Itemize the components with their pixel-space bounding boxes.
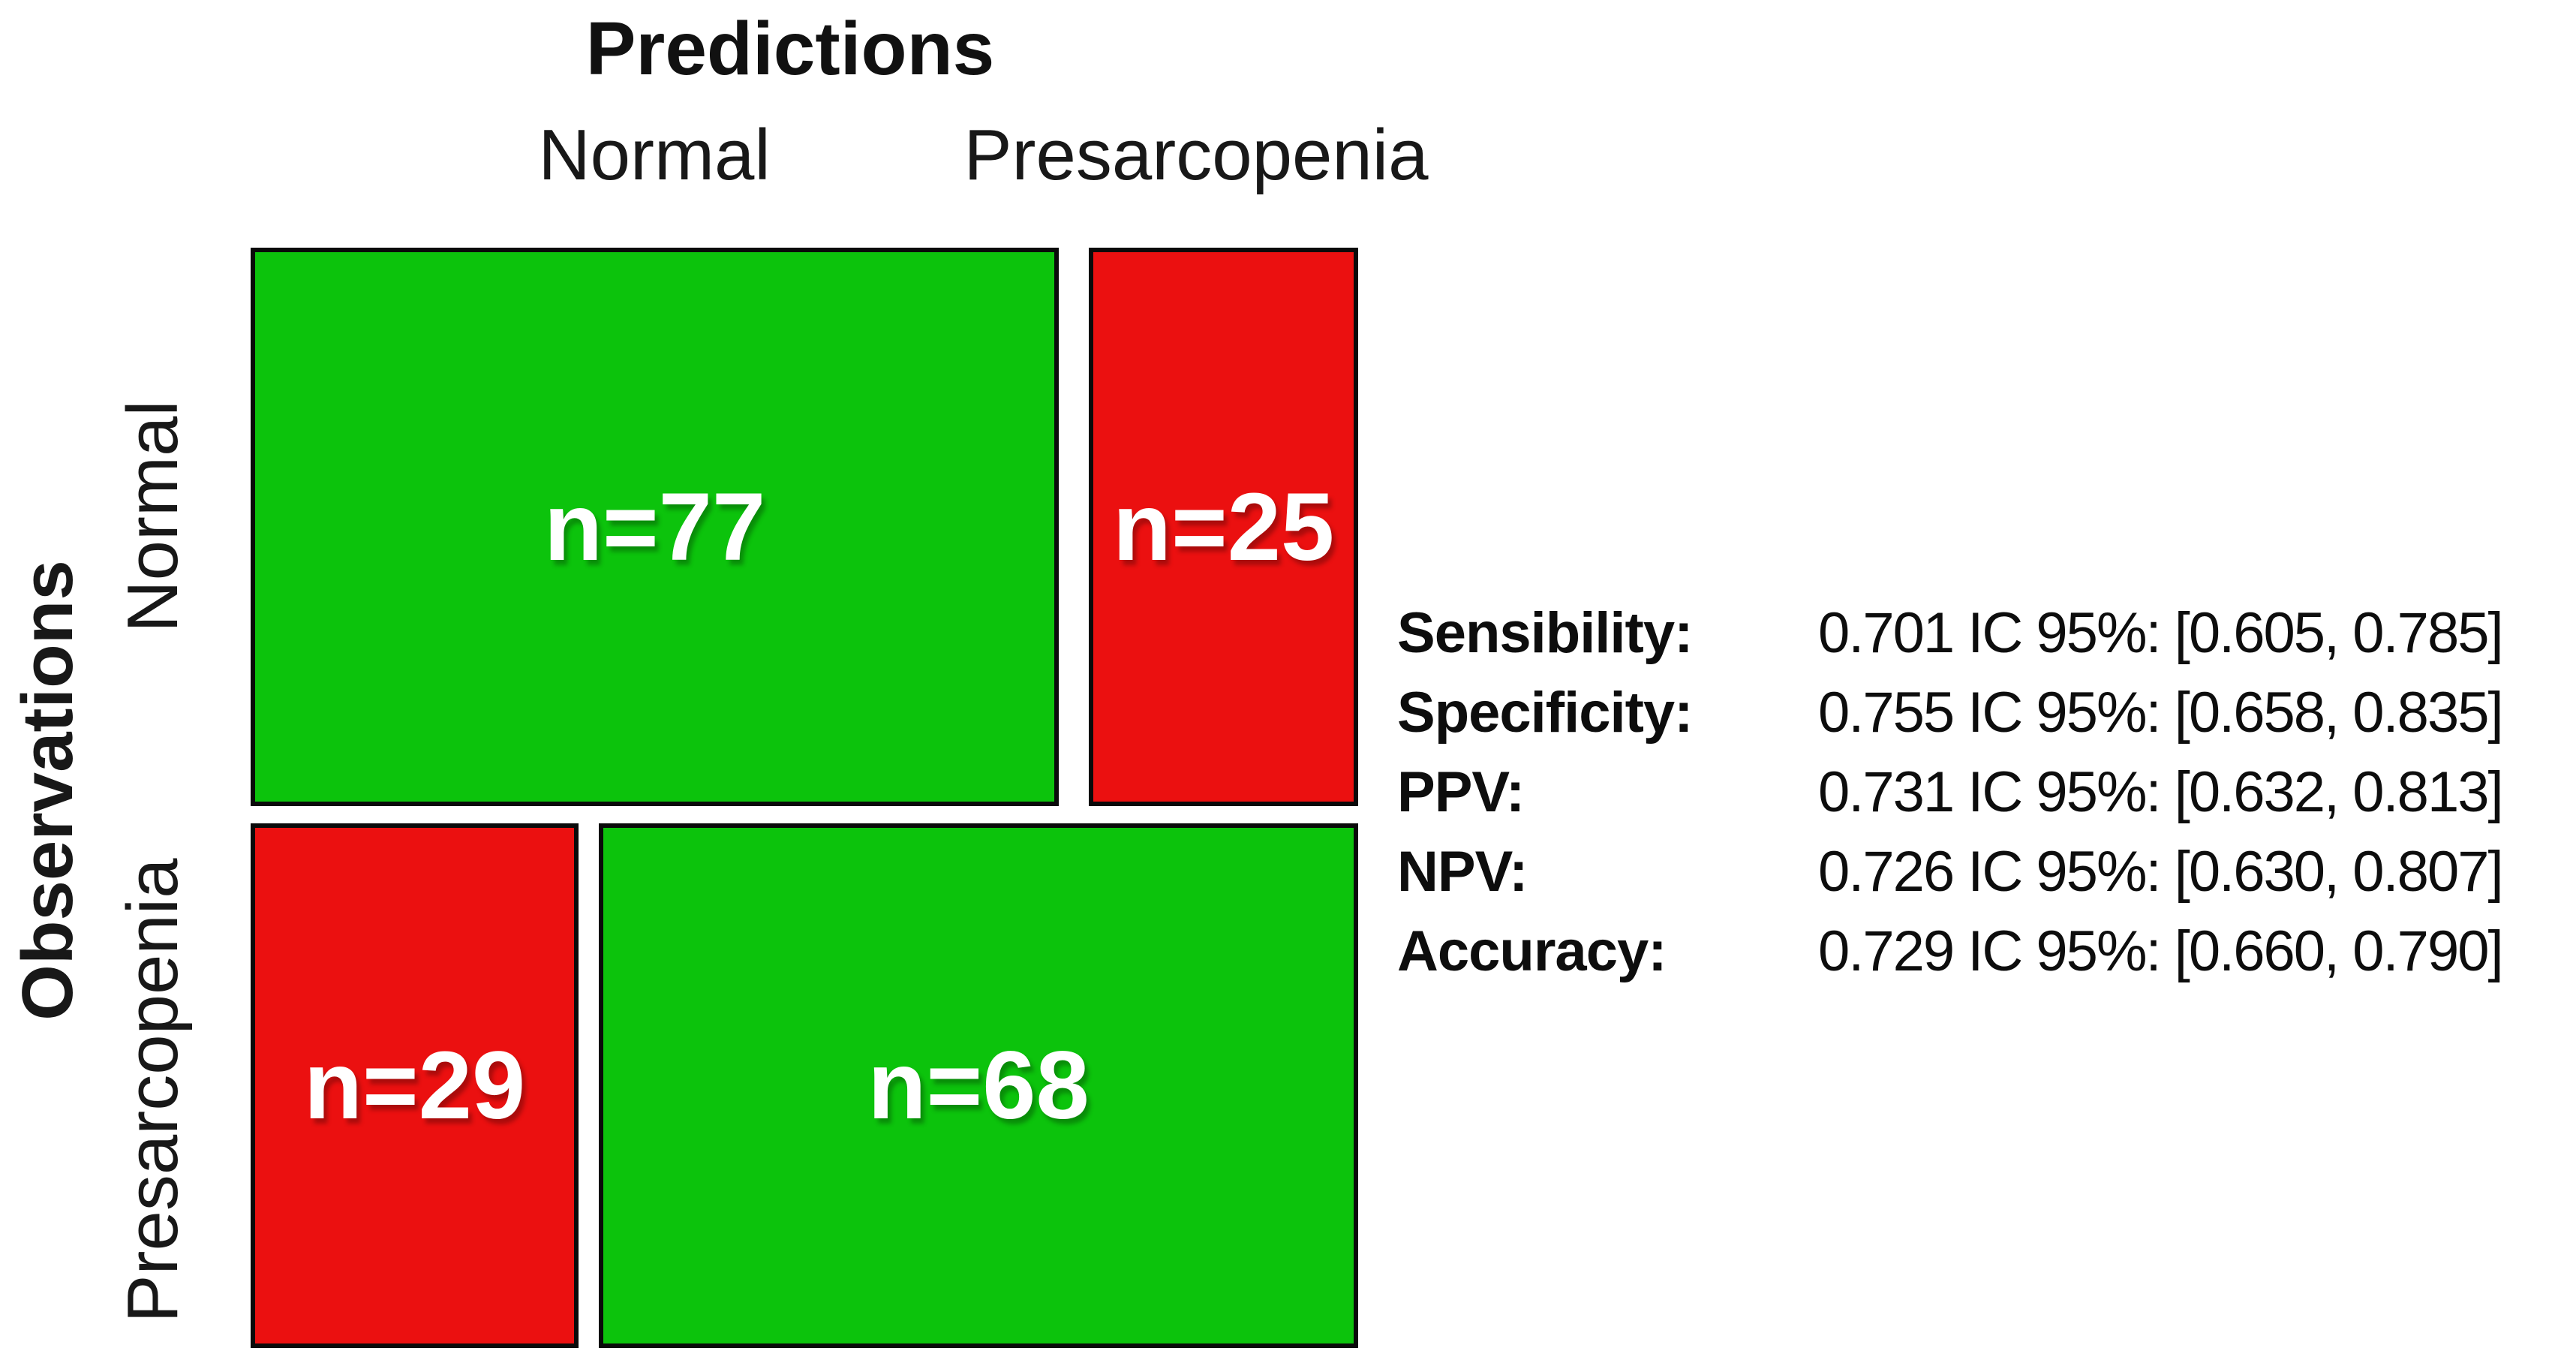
- x-axis-title: Predictions: [585, 7, 995, 91]
- metric-row-specificity: Specificity: 0.755 IC 95%: [0.658, 0.835…: [1397, 672, 2504, 752]
- cell-count-label: n=77: [543, 473, 766, 581]
- metric-row-sensibility: Sensibility: 0.701 IC 95%: [0.605, 0.785…: [1397, 593, 2504, 672]
- metric-label: Specificity:: [1397, 680, 1693, 745]
- y-axis-title: Observations: [8, 560, 88, 1021]
- cell-obs-presarcopenia-pred-presarcopenia: n=68: [599, 823, 1358, 1348]
- metric-row-ppv: PPV: 0.731 IC 95%: [0.632, 0.813]: [1397, 752, 2504, 832]
- cell-count-label: n=25: [1112, 473, 1335, 581]
- cell-count-label: n=29: [303, 1032, 526, 1139]
- metric-value: 0.701 IC 95%: [0.605, 0.785]: [1818, 600, 2504, 665]
- metric-value: 0.729 IC 95%: [0.660, 0.790]: [1818, 919, 2504, 983]
- cell-obs-presarcopenia-pred-normal: n=29: [251, 823, 579, 1348]
- metric-row-accuracy: Accuracy: 0.729 IC 95%: [0.660, 0.790]: [1397, 911, 2504, 991]
- metrics-panel: Sensibility: 0.701 IC 95%: [0.605, 0.785…: [1397, 593, 2504, 991]
- metric-label: PPV:: [1397, 760, 1525, 824]
- metric-label: Accuracy:: [1397, 919, 1667, 983]
- cell-count-label: n=68: [867, 1032, 1090, 1139]
- x-axis-label-presarcopenia: Presarcopenia: [963, 115, 1429, 195]
- y-axis-label-presarcopenia: Presarcopenia: [113, 858, 193, 1323]
- metric-row-npv: NPV: 0.726 IC 95%: [0.630, 0.807]: [1397, 832, 2504, 911]
- y-axis-label-normal: Normal: [113, 400, 193, 633]
- metric-value: 0.731 IC 95%: [0.632, 0.813]: [1818, 760, 2504, 824]
- cell-obs-normal-pred-normal: n=77: [251, 248, 1059, 806]
- metric-label: Sensibility:: [1397, 600, 1693, 665]
- metric-value: 0.755 IC 95%: [0.658, 0.835]: [1818, 680, 2504, 745]
- cell-obs-normal-pred-presarcopenia: n=25: [1089, 248, 1358, 806]
- x-axis-label-normal: Normal: [538, 115, 771, 195]
- metric-label: NPV:: [1397, 839, 1528, 904]
- metric-value: 0.726 IC 95%: [0.630, 0.807]: [1818, 839, 2504, 904]
